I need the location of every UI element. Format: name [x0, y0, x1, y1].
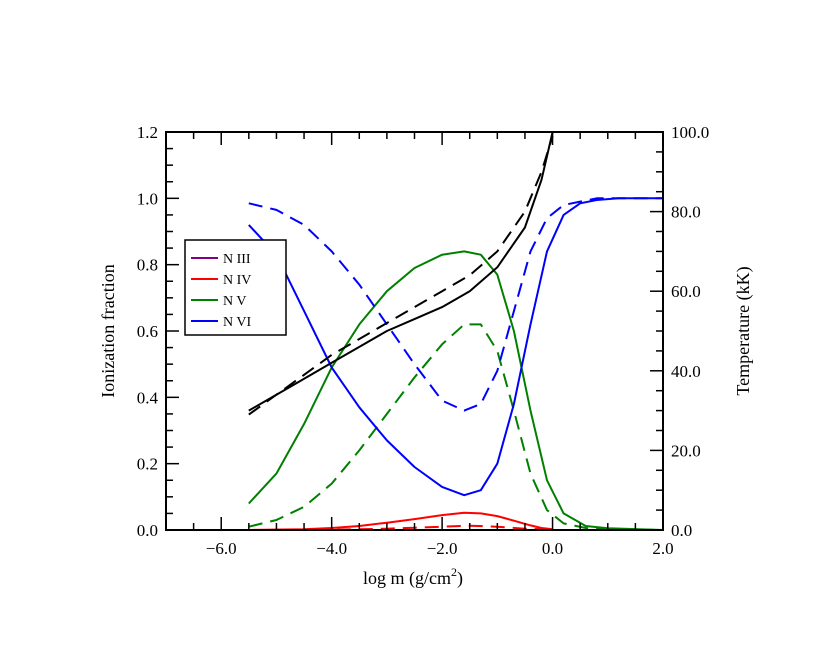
x-tick-label: −6.0 — [206, 539, 237, 558]
y-tick-label: 0.0 — [137, 521, 158, 540]
legend-box — [184, 239, 287, 336]
series-line-n-vi-solid — [248, 197, 663, 497]
y2-axis-label: Temperature (kK) — [733, 266, 754, 395]
y-tick-label: 0.2 — [137, 455, 158, 474]
chart-series-layer — [248, 131, 664, 531]
legend-label: N IV — [223, 273, 251, 288]
x-tick-label: 0.0 — [542, 539, 563, 558]
plot-frame — [165, 131, 664, 531]
y2-tick-label: 40.0 — [671, 362, 701, 381]
legend-label: N V — [223, 294, 246, 309]
x-tick-label: −4.0 — [316, 539, 347, 558]
y-axis-label: Ionization fraction — [98, 264, 118, 397]
series-line-n-v-solid — [248, 250, 664, 531]
series-line-temperature-dashed — [248, 135, 554, 416]
legend: N III N IV N V N VI — [184, 239, 287, 336]
x-axis-label: log m (g/cm2) — [363, 565, 463, 589]
y2-tick-label: 80.0 — [671, 203, 701, 222]
x-tick-label: −2.0 — [427, 539, 458, 558]
y-tick-label: 0.6 — [137, 322, 158, 341]
series-line-temperature-solid — [248, 131, 554, 412]
y-tick-label: 0.8 — [137, 256, 158, 275]
tick-labels-layer: −6.0 −4.0 −2.0 0.0 2.00.00.20.40.60.81.01.20… — [137, 123, 710, 558]
legend-label: N III — [223, 252, 251, 267]
legend-items: N III N IV N V N VI — [191, 252, 251, 330]
series-line-n-vi-dashed — [248, 197, 663, 412]
series-line-n-v-dashed — [248, 323, 664, 531]
y2-tick-label: 60.0 — [671, 282, 701, 301]
x-tick-label: 2.0 — [652, 539, 673, 558]
y2-tick-label: 0.0 — [671, 521, 692, 540]
legend-label: N VI — [223, 315, 251, 330]
y-tick-label: 1.0 — [137, 189, 158, 208]
series-line-n-iv-solid — [248, 511, 553, 531]
y-tick-label: 1.2 — [137, 123, 158, 142]
y2-tick-label: 100.0 — [671, 123, 709, 142]
y2-tick-label: 20.0 — [671, 441, 701, 460]
y-tick-label: 0.4 — [137, 388, 159, 407]
